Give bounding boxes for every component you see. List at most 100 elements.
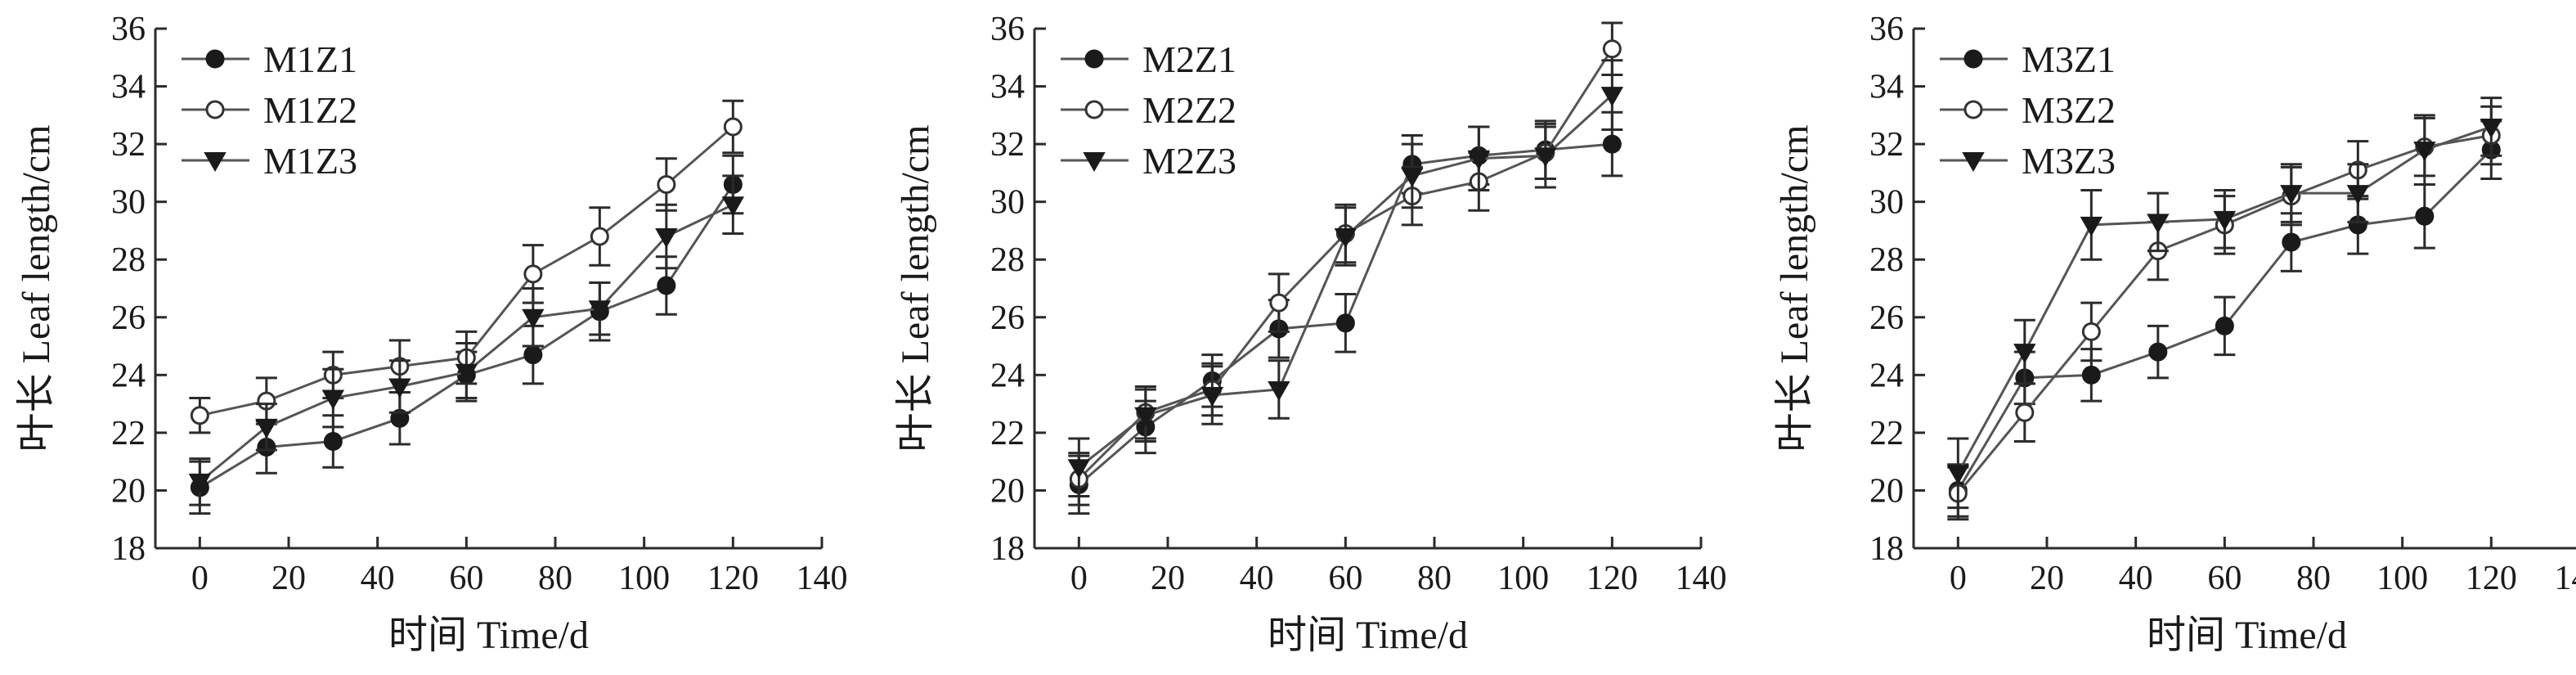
data-point [1946, 465, 1970, 485]
legend-label: M1Z2 [263, 89, 357, 131]
x-axis-label: 时间 Time/d [388, 614, 589, 657]
x-tick-label: 120 [707, 560, 759, 597]
data-point [523, 264, 543, 284]
x-tick-label: 40 [2119, 560, 2153, 597]
x-tick-label: 20 [272, 560, 306, 597]
x-tick-label: 80 [2296, 560, 2331, 597]
y-tick-label: 22 [990, 415, 1025, 452]
legend-marker [1963, 100, 1983, 119]
x-tick-label: 40 [1240, 560, 1274, 597]
legend-item: M2Z2 [1061, 89, 1236, 131]
data-point [255, 418, 278, 439]
legend-marker [205, 100, 225, 119]
series-M2Z3 [1067, 59, 1624, 497]
legend-item: M2Z1 [1061, 38, 1236, 80]
y-tick-label: 24 [1869, 357, 1904, 394]
legend-label: M2Z2 [1142, 89, 1236, 131]
y-tick-label: 18 [990, 530, 1025, 568]
legend: M1Z1 M1Z2 M1Z3 [182, 38, 357, 182]
y-tick-label: 18 [1869, 530, 1904, 568]
y-tick-label: 30 [1869, 184, 1904, 222]
legend-marker [1963, 49, 1983, 69]
y-tick-label: 20 [111, 472, 146, 510]
chart-panel-2: 18 20 22 24 26 28 30 32 34 36 0 20 40 60 80 100 120 140 时间… [894, 11, 1727, 657]
x-tick-label: 60 [1328, 560, 1362, 597]
y-tick-label: 22 [111, 415, 146, 452]
data-point [1335, 313, 1355, 333]
data-point [2148, 342, 2168, 362]
y-tick-label: 26 [111, 299, 146, 337]
data-point [2013, 344, 2036, 364]
legend-marker [205, 49, 225, 69]
legend-label: M3Z3 [2022, 140, 2116, 182]
legend-marker [1084, 49, 1104, 69]
axes: 18 20 22 24 26 28 30 32 34 36 0 20 40 60 80 100 120 140 [111, 11, 848, 597]
legend-marker [204, 152, 227, 173]
y-tick-label: 30 [111, 184, 146, 222]
x-tick-label: 100 [1497, 560, 1549, 597]
data-point [588, 300, 612, 321]
data-point [657, 175, 676, 194]
legend-label: M2Z3 [1142, 140, 1236, 182]
series-M1Z3 [188, 174, 745, 506]
x-tick-label: 120 [1586, 560, 1638, 597]
chart-panel-3: 18 20 22 24 26 28 30 32 34 36 0 20 40 60 80 100 120 140 时间… [1773, 11, 2576, 657]
data-point [1269, 293, 1289, 313]
data-point [1268, 380, 1290, 401]
data-point [321, 389, 345, 410]
legend-item: M3Z1 [1940, 38, 2116, 80]
y-tick-label: 32 [990, 126, 1025, 164]
data-point [323, 431, 343, 451]
x-tick-label: 0 [1070, 560, 1088, 597]
y-tick-label: 20 [1869, 472, 1904, 510]
axes: 18 20 22 24 26 28 30 32 34 36 0 20 40 60 80 100 120 140 [1869, 11, 2576, 597]
data-point [522, 308, 545, 329]
x-tick-label: 80 [1417, 560, 1452, 597]
data-point [1602, 39, 1622, 59]
data-point [721, 196, 745, 217]
y-tick-label: 36 [1869, 11, 1904, 48]
x-tick-label: 60 [2207, 560, 2242, 597]
data-point [2413, 142, 2436, 162]
y-tick-label: 18 [111, 530, 146, 568]
y-tick-label: 36 [111, 11, 146, 48]
data-point [523, 345, 543, 365]
x-tick-label: 0 [191, 560, 209, 597]
x-axis-label: 时间 Time/d [1268, 614, 1468, 657]
x-tick-label: 20 [1151, 560, 1185, 597]
y-tick-label: 30 [990, 184, 1025, 222]
y-tick-label: 26 [1869, 299, 1904, 337]
data-point [590, 227, 609, 246]
data-point [1600, 87, 1624, 107]
data-point [1067, 459, 1091, 479]
legend-label: M1Z3 [263, 140, 357, 182]
data-point [1334, 228, 1358, 249]
data-point [2282, 232, 2301, 252]
legend-label: M2Z1 [1142, 38, 1236, 80]
data-point [1134, 407, 1157, 427]
y-tick-label: 28 [990, 241, 1025, 279]
legend-marker [1083, 152, 1106, 173]
y-axis-label: 叶长 Leaf length/cm [1773, 125, 1816, 452]
series-M1Z2 [189, 99, 744, 434]
x-tick-label: 100 [618, 560, 670, 597]
legend-label: M3Z2 [2022, 89, 2116, 131]
data-point [2147, 214, 2170, 234]
legend-item: M1Z3 [182, 140, 357, 182]
data-point [2346, 185, 2370, 205]
y-tick-label: 34 [990, 69, 1025, 106]
legend-item: M1Z1 [182, 38, 357, 80]
data-point [723, 117, 743, 137]
y-tick-label: 36 [990, 11, 1025, 48]
data-point [2081, 322, 2101, 341]
data-point [2015, 403, 2035, 422]
data-point [2080, 216, 2103, 236]
y-tick-label: 20 [990, 472, 1025, 510]
legend-label: M1Z1 [263, 38, 357, 80]
data-point [455, 363, 478, 384]
legend-item: M3Z2 [1940, 89, 2116, 131]
x-tick-label: 140 [797, 560, 848, 597]
x-tick-label: 20 [2030, 560, 2064, 597]
legend-item: M2Z3 [1061, 140, 1236, 182]
legend-marker [1962, 152, 1985, 173]
